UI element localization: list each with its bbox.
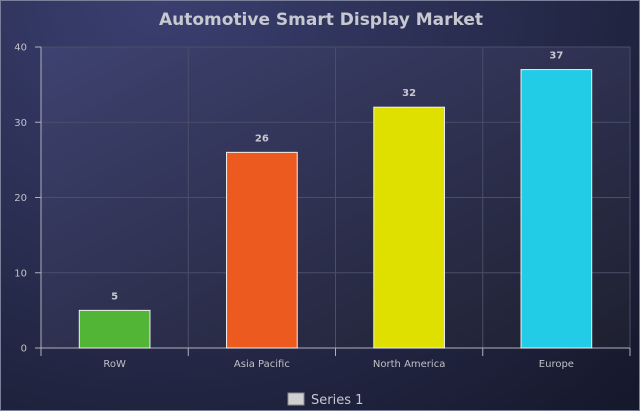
x-tick-label: Asia Pacific: [234, 359, 290, 370]
legend-label: Series 1: [311, 393, 363, 408]
legend-swatch: [287, 392, 305, 406]
data-labels-group: 5 26 32 37: [111, 51, 563, 303]
x-tick-label: North America: [373, 359, 445, 370]
legend[interactable]: Series 1: [287, 392, 363, 408]
y-tick-label: 40: [14, 43, 27, 54]
y-tick-label: 0: [21, 344, 27, 355]
y-axis: 0 10 20 30 40: [14, 43, 42, 355]
data-label: 5: [111, 291, 118, 302]
bars-group: [78, 69, 593, 349]
y-tick-label: 20: [14, 193, 27, 204]
bar[interactable]: [373, 106, 445, 349]
bar[interactable]: [226, 151, 298, 349]
x-tick-label: RoW: [103, 359, 126, 370]
bar[interactable]: [78, 309, 151, 349]
y-tick-label: 10: [14, 268, 27, 279]
x-tick-label: Europe: [539, 359, 574, 370]
data-label: 37: [549, 51, 563, 62]
bar[interactable]: [520, 69, 593, 349]
y-tick-label: 30: [14, 118, 27, 129]
data-label: 32: [402, 88, 416, 99]
x-axis: RoW Asia Pacific North America Europe: [35, 347, 631, 370]
data-label: 26: [255, 133, 269, 144]
chart-title: Automotive Smart Display Market: [159, 10, 483, 30]
